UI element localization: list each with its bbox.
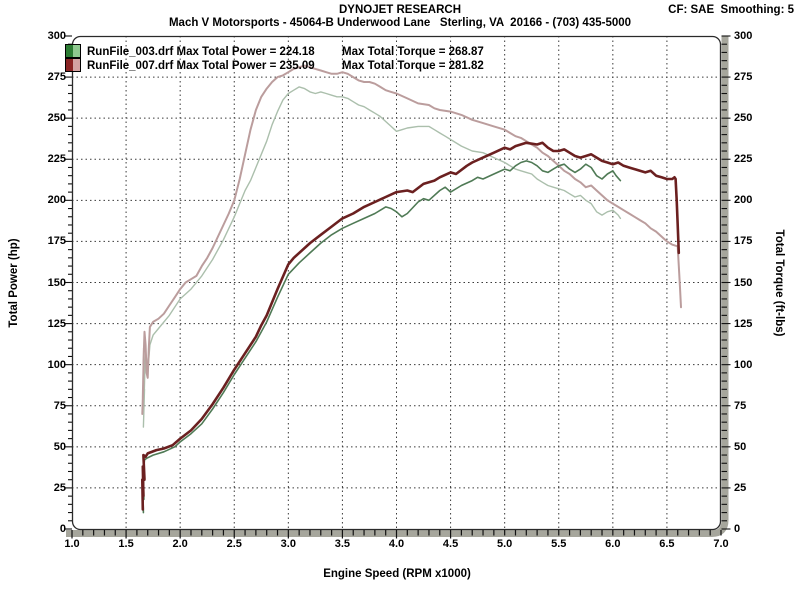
rpm-axis-tick-label: 7.0	[713, 538, 729, 550]
torque-axis-tick-label: 125	[734, 317, 753, 330]
power-axis-tick-label: 300	[47, 30, 66, 42]
x-axis-title: Engine Speed (RPM x1000)	[323, 568, 471, 580]
rpm-axis-tick-label: 1.5	[118, 538, 134, 550]
power-axis-tick-label: 275	[47, 71, 66, 84]
torque-axis-tick-label: 300	[734, 30, 753, 42]
power-axis-tick-label: 100	[47, 358, 66, 371]
legend-file-run003: RunFile_003.drf	[87, 46, 174, 58]
legend-swatch-run007	[65, 58, 81, 72]
right-axis-title: Total Torque (ft-lbs)	[773, 229, 785, 337]
torque-axis-tick-label: 250	[734, 112, 753, 125]
correction-smoothing-label: CF: SAE Smoothing: 5	[668, 4, 794, 16]
rpm-axis-tick-label: 3.5	[334, 538, 351, 550]
torque-axis-tick-label: 225	[734, 153, 753, 166]
torque-axis-tick-label: 275	[734, 71, 753, 84]
rpm-axis-tick-label: 6.5	[659, 538, 675, 550]
plot-frame	[71, 35, 722, 531]
power-axis-tick-label: 200	[47, 194, 66, 207]
legend-row-run003: RunFile_003.drf Max Total Power = 224.18	[87, 46, 315, 59]
torque-axis-tick-label: 75	[734, 399, 747, 412]
curve-runfile-003-drf-total-power	[142, 160, 622, 514]
torque-axis-tick-label: 175	[734, 235, 753, 248]
shop-address: Mach V Motorsports - 45064-B Underwood L…	[168, 17, 632, 29]
rpm-axis-tick-label: 2.0	[172, 538, 188, 550]
curve-runfile-007-drf-total-power	[141, 141, 681, 511]
power-axis-tick-label: 175	[47, 235, 66, 248]
curve-runfile-007-drf-total-torque	[141, 64, 682, 415]
power-axis-tick-label: 0	[59, 523, 66, 535]
legend-swatch-run003	[65, 44, 81, 58]
legend-max-torque-run007: Max Total Torque = 281.82	[342, 60, 484, 72]
power-axis-tick-label: 250	[47, 112, 66, 125]
torque-axis-tick-label: 25	[734, 481, 747, 494]
power-axis-tick-label: 150	[47, 276, 66, 289]
legend-max-power-run003: Max Total Power = 224.18	[176, 46, 315, 58]
rpm-axis-tick-label: 4.5	[442, 538, 459, 550]
page-title: DYNOJET RESEARCH	[338, 4, 462, 16]
torque-axis-tick-label: 200	[734, 194, 753, 207]
power-axis-tick-label: 75	[53, 399, 66, 412]
rpm-axis-tick-label: 6.0	[605, 538, 621, 550]
left-axis-title: Total Power (hp)	[8, 238, 20, 328]
legend-row-run007: RunFile_007.drf Max Total Power = 235.09	[87, 60, 315, 73]
power-axis-tick-label: 125	[47, 317, 66, 330]
power-axis-tick-label: 225	[47, 153, 66, 166]
rpm-axis-tick-label: 3.0	[280, 538, 296, 550]
legend-max-power-run007: Max Total Power = 235.09	[176, 60, 315, 72]
rpm-axis-tick-label: 5.5	[551, 538, 567, 550]
power-axis-tick-label: 50	[53, 440, 66, 453]
power-axis-tick-label: 25	[53, 481, 66, 494]
torque-axis-tick-label: 150	[734, 276, 753, 289]
rpm-axis-tick-label: 5.0	[497, 538, 513, 550]
torque-axis-tick-label: 0	[734, 523, 741, 535]
axis-bevel	[66, 36, 729, 537]
rpm-axis-tick-label: 1.0	[64, 538, 80, 550]
rpm-axis-tick-label: 4.0	[388, 538, 405, 550]
torque-axis-tick-label: 50	[734, 440, 747, 453]
torque-axis-tick-label: 100	[734, 358, 753, 371]
legend-file-run007: RunFile_007.drf	[87, 60, 174, 72]
rpm-axis-tick-label: 2.5	[226, 538, 242, 550]
curve-runfile-003-drf-total-torque	[142, 86, 622, 428]
legend-max-torque-run003: Max Total Torque = 268.87	[342, 46, 484, 58]
